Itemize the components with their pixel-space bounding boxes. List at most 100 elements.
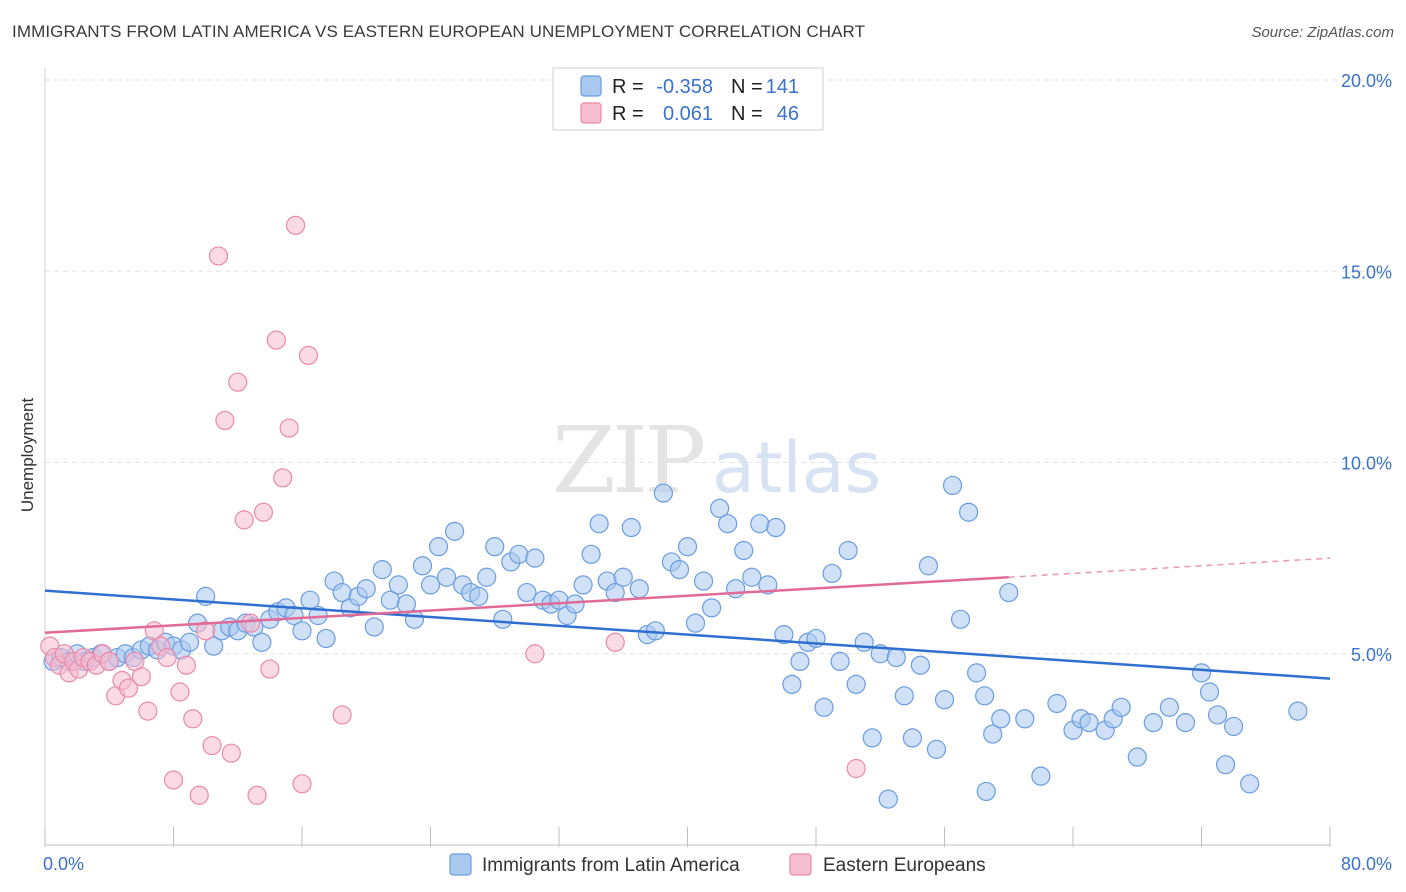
point-latin-america [581,544,601,564]
point-latin-america [1111,697,1131,717]
point-latin-america [372,559,392,580]
point-latin-america [838,540,858,561]
point-latin-america [493,609,513,629]
point-latin-america [388,575,408,595]
point-latin-america [976,781,996,802]
series-legend-swatch-latin-america [449,853,472,876]
point-latin-america [685,613,706,633]
point-latin-america [589,514,609,534]
point-latin-america [854,632,874,652]
legend-r-label-eastern-european: R = [612,103,644,125]
point-latin-america [605,582,625,603]
point-latin-america [613,567,633,587]
point-latin-america [573,575,593,595]
point-latin-america [814,697,834,717]
watermark-atlas: atlas [712,427,881,509]
trend-line-eastern-european [44,576,1009,634]
trend-lines [44,557,1331,680]
axes [44,68,1331,847]
trend-line-eastern-european-extension [1008,557,1331,578]
point-latin-america [469,586,489,606]
point-eastern-european [176,655,196,675]
point-latin-america [726,579,746,599]
series-legend: Immigrants from Latin America Eastern Eu… [449,853,986,876]
point-eastern-european [170,682,190,702]
point-eastern-european [202,735,222,756]
point-latin-america [693,571,714,591]
point-eastern-european [241,613,261,633]
point-latin-america [316,628,336,649]
point-latin-america [830,651,850,672]
y-axis-label: Unemployment [18,398,37,513]
point-eastern-european [247,785,267,805]
point-eastern-european [846,758,866,779]
point-latin-america [1079,712,1099,733]
point-eastern-european [260,659,280,679]
point-latin-america [846,674,866,694]
point-eastern-european [285,215,306,235]
y-tick-label: 20.0% [1341,71,1392,91]
point-eastern-european [298,345,319,365]
point-eastern-european [138,701,158,721]
watermark: ZIP atlas [552,407,881,514]
point-latin-america [766,517,786,538]
watermark-zip: ZIP [552,407,703,514]
legend-r-label-latin-america: R = [612,76,644,98]
point-latin-america [1159,697,1179,717]
chart-source: Source: ZipAtlas.com [1251,24,1394,41]
point-latin-america [734,540,754,561]
point-eastern-european [118,678,139,698]
x-tick-label: 80.0% [1341,854,1392,874]
point-eastern-european [292,774,312,794]
point-latin-america [967,663,987,683]
trend-line-latin-america [44,589,1331,680]
point-latin-america [179,632,200,652]
point-latin-america [1191,663,1212,683]
point-eastern-european [131,667,151,687]
point-latin-america [910,655,931,675]
point-eastern-european [234,510,254,530]
point-eastern-european [196,621,216,641]
point-latin-america [983,724,1003,744]
point-eastern-european [215,410,235,431]
point-latin-america [1199,682,1220,702]
point-latin-america [525,548,545,568]
point-eastern-european [183,709,203,729]
legend-r-value-latin-america: -0.358 [656,76,713,98]
y-tick-label: 15.0% [1341,262,1392,282]
y-tick-label: 10.0% [1341,454,1392,474]
series-legend-swatch-eastern-european [789,853,812,876]
point-latin-america [934,690,955,710]
point-latin-america [509,544,529,564]
series-legend-label-latin-america: Immigrants from Latin America [482,855,740,876]
point-latin-america [1015,709,1035,729]
point-latin-america [1224,716,1244,737]
point-latin-america [669,559,690,580]
point-eastern-european [99,651,119,672]
point-latin-america [782,674,802,694]
point-latin-america [1288,701,1308,721]
point-latin-america [677,537,698,557]
legend-swatch-eastern-european [580,102,602,124]
point-latin-america [886,647,906,668]
point-latin-america [252,632,272,652]
point-latin-america [1215,755,1236,775]
point-eastern-european [332,705,352,725]
point-latin-america [701,598,722,618]
point-latin-america [364,617,384,637]
point-latin-america [742,567,762,587]
point-latin-america [991,709,1011,729]
point-latin-america [822,563,842,584]
legend-n-label-eastern-european: N = [731,103,763,125]
point-latin-america [1031,766,1051,786]
legend-n-value-eastern-european: 46 [777,103,799,125]
point-latin-america [894,686,914,706]
series-legend-label-eastern-european: Eastern Europeans [823,855,986,876]
point-latin-america [750,514,770,534]
point-latin-america [878,789,898,809]
point-latin-america [485,537,505,557]
legend-swatch-latin-america [580,75,602,97]
point-eastern-european [273,468,293,488]
legend-r-value-eastern-european: 0.061 [663,103,713,125]
